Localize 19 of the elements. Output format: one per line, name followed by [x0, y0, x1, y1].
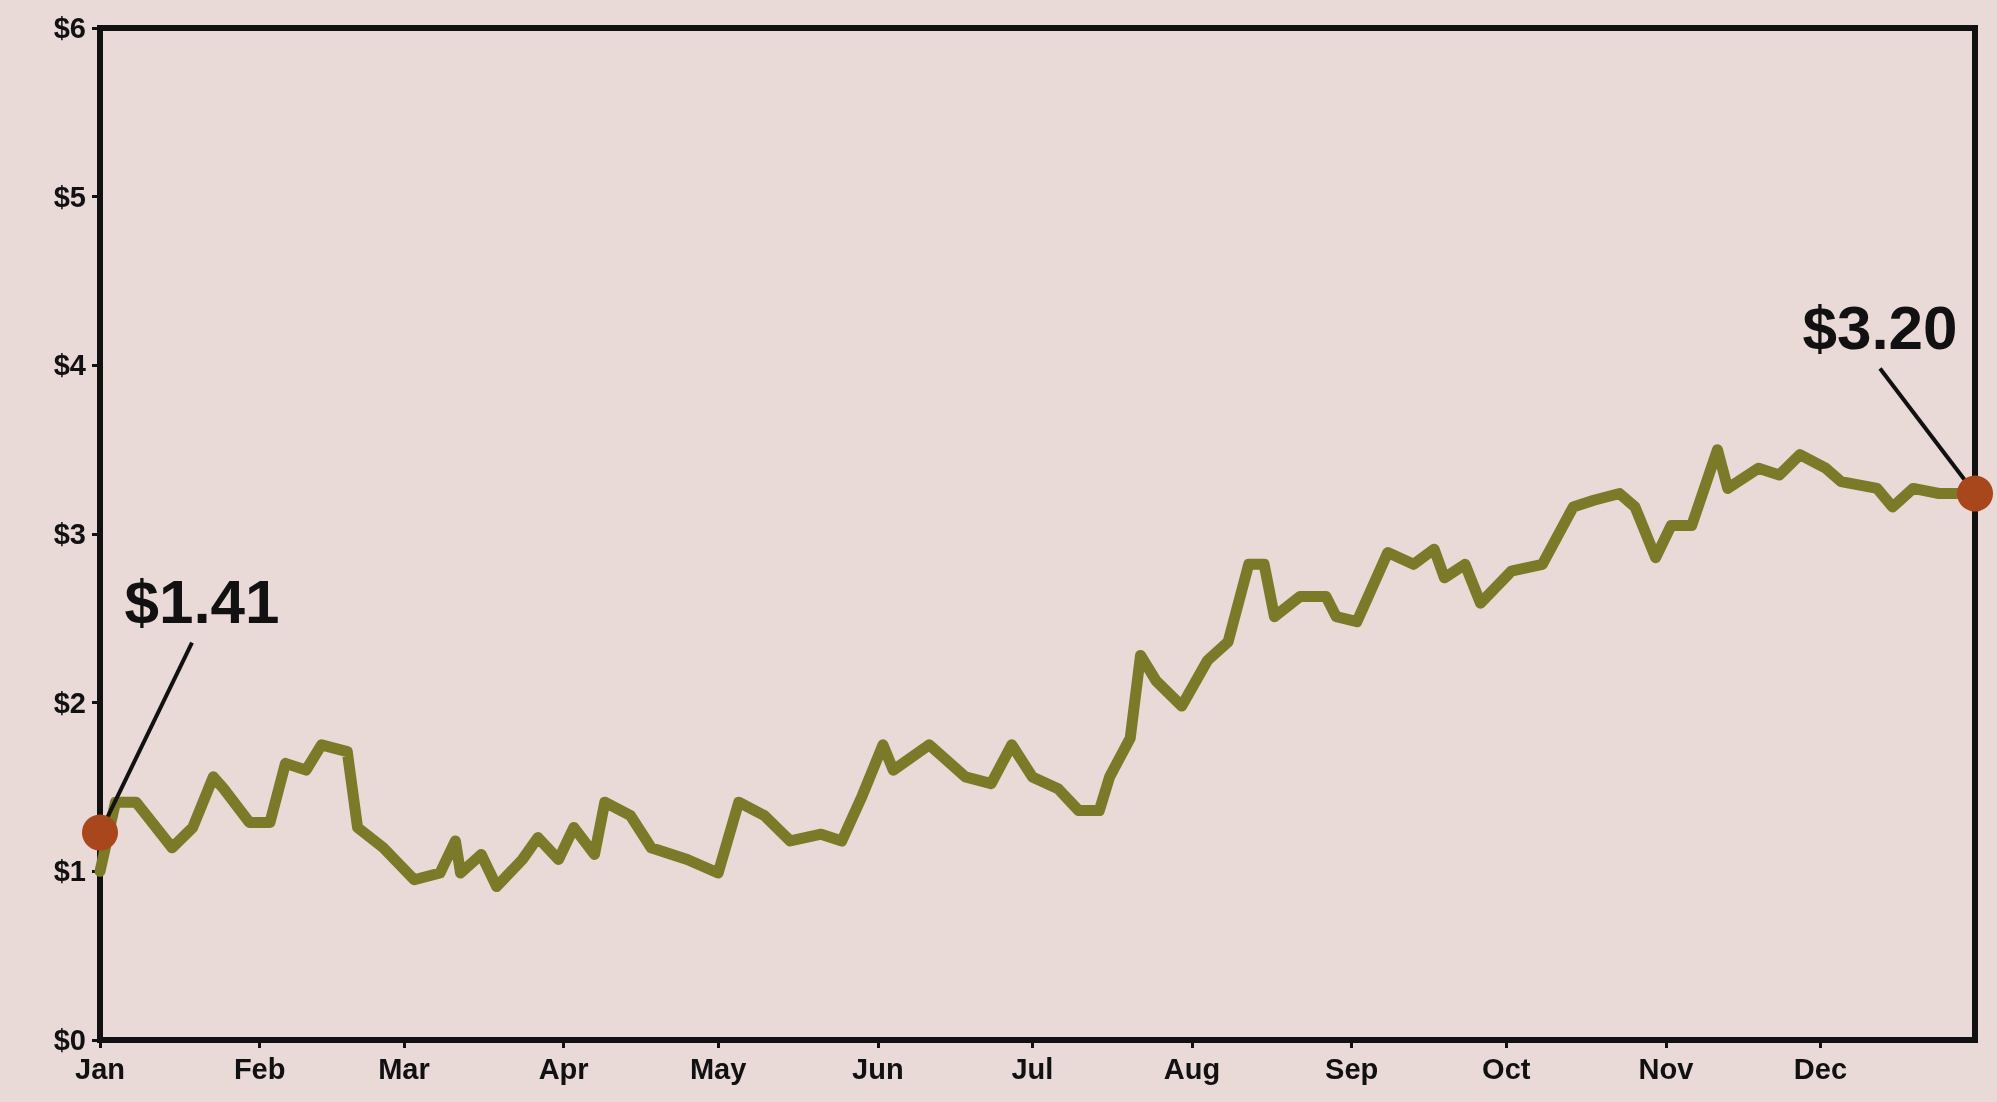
x-tick-label: Nov [1638, 1052, 1694, 1085]
y-tick-label: $4 [53, 349, 86, 382]
x-tick-label: Sep [1325, 1052, 1379, 1085]
x-tick-label: Apr [538, 1052, 589, 1085]
x-tick-label: Jun [852, 1052, 904, 1085]
annotation: $3.20 [1802, 293, 1958, 363]
x-tick-label: Jul [1011, 1052, 1054, 1085]
x-tick-label: Oct [1482, 1052, 1531, 1085]
x-tick-label: Mar [378, 1052, 430, 1085]
x-tick-label: Dec [1793, 1052, 1848, 1085]
x-tick-label: Aug [1163, 1052, 1221, 1085]
x-tick-label: May [689, 1052, 747, 1085]
annotation: $1.41 [124, 567, 280, 637]
y-tick-label: $3 [53, 518, 86, 550]
y-tick-label: $6 [53, 12, 86, 44]
y-tick-label: $1 [53, 855, 86, 888]
y-tick-label: $2 [53, 686, 86, 719]
y-tick-label: $5 [53, 180, 86, 213]
x-tick-label: Feb [233, 1052, 286, 1085]
